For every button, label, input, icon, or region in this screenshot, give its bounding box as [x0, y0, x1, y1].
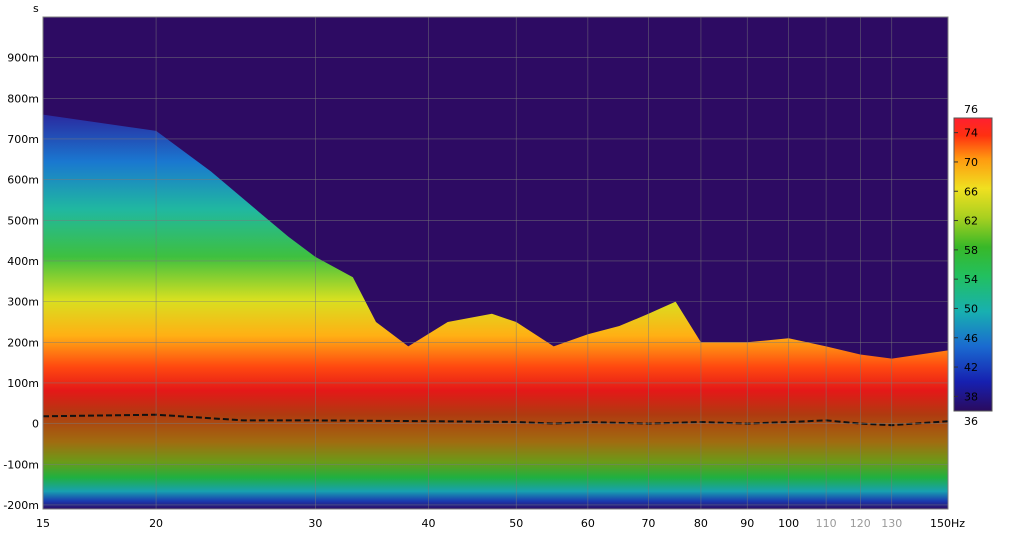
- x-tick-label: 20: [149, 517, 163, 530]
- colorbar: [953, 117, 993, 412]
- grid: [43, 17, 948, 509]
- peak-line: [43, 413, 948, 427]
- x-tick-label: 120: [850, 517, 871, 530]
- x-tick-label: 60: [581, 517, 595, 530]
- y-tick-label: 0: [32, 418, 39, 431]
- x-tick-label: 100: [778, 517, 799, 530]
- y-tick-label: 700m: [7, 133, 39, 146]
- colorbar-tick-label: 46: [964, 332, 978, 345]
- y-tick-label: -200m: [3, 499, 39, 512]
- y-tick-label: 100m: [7, 377, 39, 390]
- x-axis-ticks: 15 20 30 40 50 60 70 80 90 100 110 120 130 150Hz: [36, 517, 965, 530]
- x-tick-label: 80: [694, 517, 708, 530]
- colorbar-tick-label: 70: [964, 156, 978, 169]
- x-tick-label: 150Hz: [930, 517, 965, 530]
- x-tick-label: 40: [422, 517, 436, 530]
- colorbar-min-label: 36: [964, 415, 978, 428]
- x-tick-label: 90: [740, 517, 754, 530]
- x-tick-label: 15: [36, 517, 50, 530]
- y-tick-label: 500m: [7, 214, 39, 227]
- x-tick-label: 110: [816, 517, 837, 530]
- x-tick-label: 50: [509, 517, 523, 530]
- colorbar-tick-label: 54: [964, 273, 978, 286]
- colorbar-max-label: 76: [964, 103, 978, 116]
- colorbar-ticks: 74 70 66 62 58 54 50 46 42 38: [954, 127, 978, 403]
- x-tick-label: 70: [641, 517, 655, 530]
- colorbar-tick-label: 58: [964, 244, 978, 257]
- x-tick-label: 30: [308, 517, 322, 530]
- colorbar-tick-label: 38: [964, 390, 978, 403]
- plot-border: [42, 16, 949, 510]
- y-axis-label: s: [33, 2, 39, 15]
- colorbar-tick-label: 62: [964, 215, 978, 228]
- y-tick-label: 600m: [7, 174, 39, 187]
- colorbar-tick-label: 50: [964, 302, 978, 315]
- y-axis-ticks: 900m 800m 700m 600m 500m 400m 300m 200m 100m 0 -10…: [3, 52, 39, 512]
- decay-area: [43, 114, 948, 509]
- y-tick-label: 400m: [7, 255, 39, 268]
- colorbar-tick-label: 74: [964, 127, 978, 140]
- y-tick-label: 900m: [7, 52, 39, 65]
- y-tick-label: -100m: [3, 458, 39, 471]
- y-tick-label: 800m: [7, 92, 39, 105]
- x-tick-label: 130: [881, 517, 902, 530]
- y-tick-label: 200m: [7, 336, 39, 349]
- colorbar-tick-label: 66: [964, 185, 978, 198]
- y-tick-label: 300m: [7, 296, 39, 309]
- colorbar-tick-label: 42: [964, 361, 978, 374]
